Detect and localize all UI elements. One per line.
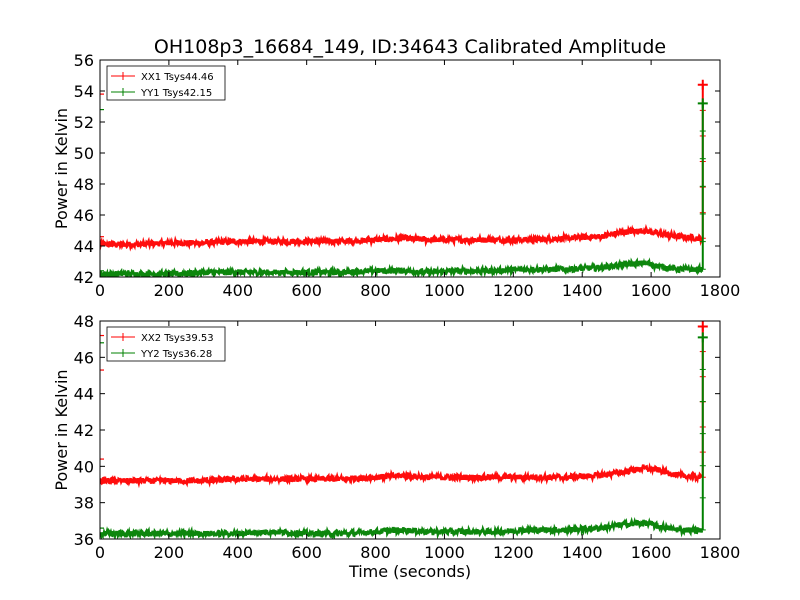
legend-label: XX1 Tsys44.46: [141, 72, 214, 83]
spike-marker: [697, 79, 708, 90]
y-tick-label: 52: [74, 113, 94, 132]
y-tick-label: 46: [74, 348, 94, 367]
legend-marker: [119, 349, 127, 357]
x-tick-label: 400: [223, 281, 254, 300]
series-yy: [100, 332, 708, 539]
top-panel: 0 200 400 600 800 1000 1200 1400 1600 1800 42 44 46 4…: [52, 51, 740, 300]
plot-lines: [100, 321, 708, 539]
x-tick-label: 800: [360, 543, 391, 562]
y-tick-label: 36: [74, 530, 94, 549]
y-axis-label: Power in Kelvin: [52, 369, 71, 490]
y-axis-label: Power in Kelvin: [52, 108, 71, 229]
series-line: [100, 257, 704, 277]
x-tick-label: 1600: [631, 281, 672, 300]
legend-marker: [119, 88, 127, 96]
series-line: [100, 462, 703, 489]
x-tick-label: 1800: [700, 543, 741, 562]
legend-label: YY2 Tsys36.28: [140, 349, 212, 360]
spike-marker: [697, 321, 708, 332]
x-tick-label: 1000: [424, 281, 465, 300]
y-tick-label: 54: [74, 82, 94, 101]
y-tick-label: 42: [74, 421, 94, 440]
x-tick-label: 1000: [424, 543, 465, 562]
x-tick-label: 200: [154, 543, 185, 562]
x-tick-label: 600: [291, 543, 322, 562]
x-tick-label: 1800: [700, 281, 741, 300]
series-yy: [100, 98, 708, 277]
figure-title: OH108p3_16684_149, ID:34643 Calibrated A…: [154, 36, 666, 58]
x-tick-label: 0: [95, 543, 105, 562]
x-tick-label: 1400: [562, 543, 603, 562]
y-tick-label: 46: [74, 206, 94, 225]
x-tick-label: 1600: [631, 543, 672, 562]
y-tick-label: 50: [74, 144, 94, 163]
legend-label: XX2 Tsys39.53: [141, 333, 214, 344]
y-tick-label: 48: [74, 312, 94, 331]
bottom-panel: 0 200 400 600 800 1000 1200 1400 1600 1800 36 38 40 4…: [52, 312, 740, 562]
x-tick-label: 800: [360, 281, 391, 300]
series-line: [100, 223, 704, 252]
y-tick-label: 42: [74, 268, 94, 287]
x-tick-label: 600: [291, 281, 322, 300]
legend-box: [106, 326, 226, 362]
y-tick-label: 44: [74, 385, 94, 404]
legend-box: [106, 65, 226, 101]
x-tick-label: 400: [223, 543, 254, 562]
x-axis-label: Time (seconds): [348, 562, 471, 581]
y-tick-label: 44: [74, 237, 94, 256]
series-line: [100, 516, 704, 539]
y-tick-label: 38: [74, 494, 94, 513]
legend: XX1 Tsys44.46 YY1 Tsys42.15: [106, 65, 226, 101]
x-tick-label: 0: [95, 281, 105, 300]
y-tick-label: 48: [74, 175, 94, 194]
legend-label: YY1 Tsys42.15: [140, 88, 212, 99]
axes-frame: [99, 59, 721, 278]
x-tick-label: 200: [154, 281, 185, 300]
legend-marker: [119, 333, 127, 341]
x-tick-label: 1200: [493, 543, 534, 562]
x-tick-label: 1200: [493, 281, 534, 300]
plot-lines: [100, 79, 708, 277]
spike-marker: [697, 98, 708, 109]
legend-marker: [119, 72, 127, 80]
legend: XX2 Tsys39.53 YY2 Tsys36.28: [106, 326, 226, 362]
spike-marker: [697, 332, 708, 343]
y-tick-label: 56: [74, 51, 94, 70]
y-tick-label: 40: [74, 457, 94, 476]
x-tick-label: 1400: [562, 281, 603, 300]
